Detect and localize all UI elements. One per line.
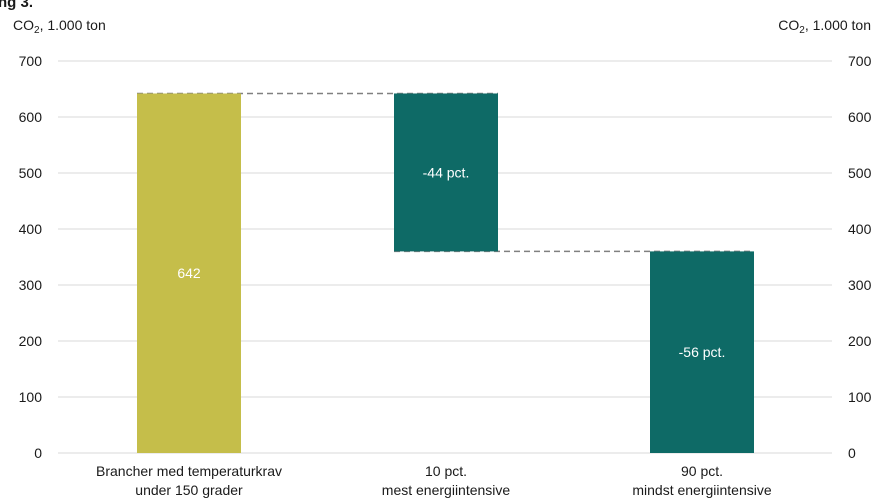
y-tick-label-left: 400 <box>19 221 43 237</box>
category-label: Brancher med temperaturkrav <box>96 463 282 479</box>
y-tick-label-right: 0 <box>848 445 856 461</box>
y-tick-label-left: 700 <box>19 53 43 69</box>
y-tick-label-right: 300 <box>848 277 872 293</box>
left-axis-unit-main: CO <box>13 17 34 33</box>
step-bar <box>394 93 498 252</box>
category-label: 10 pct. <box>425 463 467 479</box>
bars <box>137 93 754 453</box>
bar-labels: 642 -44 pct. -56 pct. <box>177 164 725 360</box>
left-axis-unit-subscript: 2 <box>34 25 40 36</box>
category-labels: Brancher med temperaturkrav under 150 gra… <box>96 463 772 498</box>
y-tick-label-right: 400 <box>848 221 872 237</box>
left-axis-unit-label: CO2, 1.000 ton <box>13 17 106 36</box>
figure-title-fragment: ng 3. <box>0 0 34 11</box>
y-tick-label-right: 600 <box>848 109 872 125</box>
bar-value-label: -56 pct. <box>679 344 726 360</box>
y-tick-label-right: 200 <box>848 333 872 349</box>
y-tick-label-left: 500 <box>19 165 43 181</box>
right-axis-unit-rest: , 1.000 ton <box>804 17 871 33</box>
y-tick-label-left: 600 <box>19 109 43 125</box>
axis-tick-labels: 0 0 100 100 200 200 300 300 400 400 500 500 600 600 70… <box>19 53 872 461</box>
category-label: under 150 grader <box>135 482 243 498</box>
y-tick-label-left: 300 <box>19 277 43 293</box>
y-tick-label-left: 200 <box>19 333 43 349</box>
right-axis-unit-label: CO2, 1.000 ton <box>778 17 871 36</box>
y-tick-label-left: 100 <box>19 389 43 405</box>
category-label: 90 pct. <box>681 463 723 479</box>
y-tick-label-left: 0 <box>34 445 42 461</box>
category-label: mindst energiintensive <box>632 482 772 498</box>
y-tick-label-right: 100 <box>848 389 872 405</box>
y-tick-label-right: 700 <box>848 53 872 69</box>
step-bar <box>650 251 754 453</box>
y-tick-label-right: 500 <box>848 165 872 181</box>
left-axis-unit-rest: , 1.000 ton <box>39 17 106 33</box>
right-axis-unit-main: CO <box>778 17 800 33</box>
right-axis-unit-subscript: 2 <box>799 25 805 36</box>
bar-value-label: -44 pct. <box>423 164 470 180</box>
total-bar <box>137 93 241 453</box>
bar-value-label: 642 <box>177 265 201 281</box>
category-label: mest energiintensive <box>382 482 511 498</box>
